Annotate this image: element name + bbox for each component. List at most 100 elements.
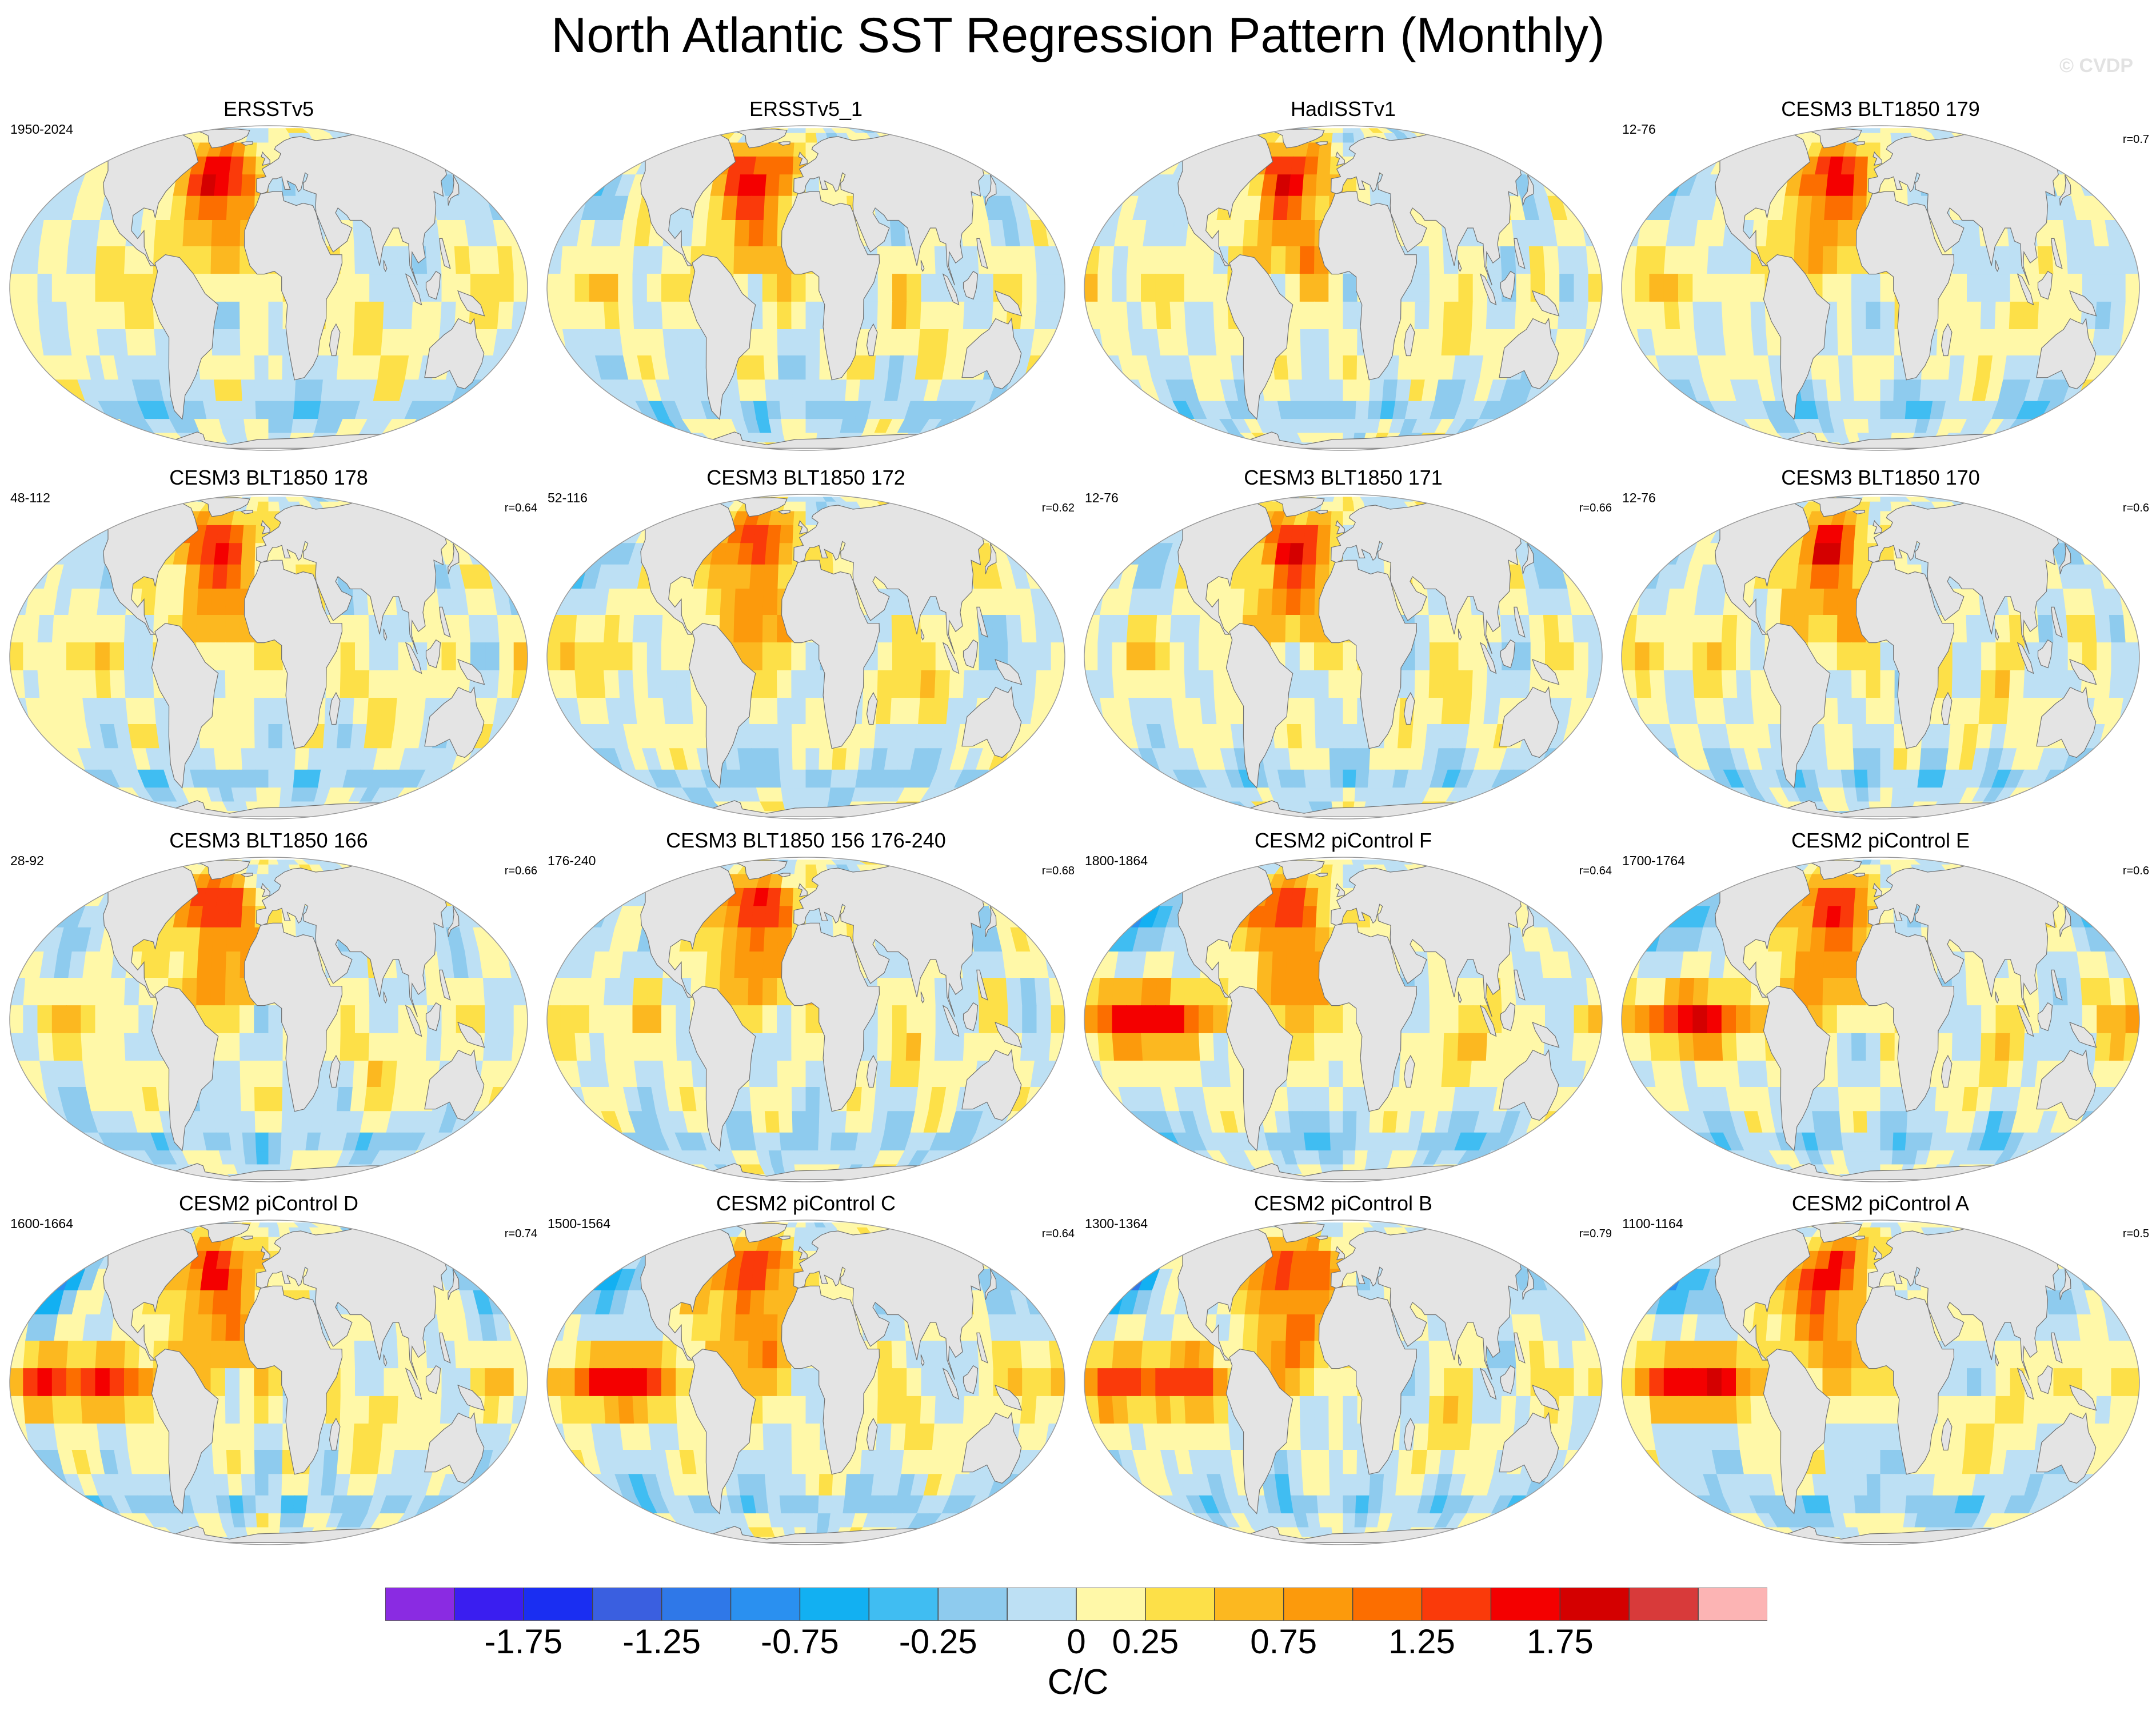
land-mass — [963, 270, 979, 300]
land-mass — [1852, 510, 1865, 514]
map-panel: CESM2 piControl D 1600-1664 r=0.74 — [0, 1192, 537, 1554]
land-mass — [243, 559, 343, 749]
land-mass — [1331, 1225, 1550, 1380]
land-mass — [1559, 745, 1584, 773]
panel-title: CESM3 BLT1850 178 — [169, 466, 368, 489]
land-mass — [1272, 129, 1325, 149]
land-mass — [1479, 642, 1497, 674]
colorbar-tick-label: -1.75 — [484, 1622, 563, 1661]
land-mass — [777, 1236, 790, 1240]
panel-correlation: r=0.68 — [1041, 865, 1075, 877]
panel-years: 12-76 — [1622, 122, 1656, 137]
land-mass — [1315, 873, 1328, 877]
map-panel: CESM2 piControl E 1700-1764 r=0.6 — [1612, 829, 2149, 1191]
sst-map — [1084, 857, 1603, 1182]
land-mass — [2036, 686, 2097, 758]
land-mass — [1318, 191, 1418, 381]
sst-map — [1084, 1220, 1603, 1545]
land-mass — [1995, 260, 1999, 273]
land-mass — [1272, 1223, 1325, 1243]
panel-title: CESM3 BLT1850 171 — [1244, 466, 1443, 489]
map-panel: CESM3 BLT1850 170 12-76 r=0.6 — [1612, 466, 2149, 828]
map-panel: CESM3 BLT1850 179 12-76 r=0.7 — [1612, 97, 2149, 459]
land-mass — [425, 270, 441, 300]
colorbar-tick-label: -0.25 — [899, 1622, 977, 1661]
land-mass — [151, 254, 219, 420]
land-mass — [2069, 658, 2097, 685]
colorbar-swatch — [1421, 1588, 1492, 1621]
land-mass — [383, 629, 388, 641]
panel-correlation: r=0.6 — [2122, 502, 2149, 514]
land-mass — [735, 1223, 788, 1243]
land-mass — [1403, 323, 1415, 357]
land-mass — [383, 260, 388, 273]
land-mass — [1225, 623, 1293, 789]
land-mass — [1559, 376, 1584, 404]
land-mass — [240, 1236, 253, 1240]
map-panel: CESM2 piControl B 1300-1364 r=0.79 — [1075, 1192, 1612, 1554]
map-panel: CESM3 BLT1850 171 12-76 r=0.66 — [1075, 466, 1612, 828]
land-mass — [1852, 873, 1865, 877]
land-mass — [2037, 270, 2053, 300]
land-mass — [961, 317, 1022, 390]
land-mass — [942, 1368, 960, 1400]
land-mass — [920, 260, 925, 273]
land-mass — [976, 1332, 988, 1364]
panel-title: CESM2 piControl D — [178, 1192, 359, 1215]
land-mass — [688, 254, 756, 420]
land-mass — [798, 883, 808, 898]
land-mass — [781, 922, 880, 1112]
land-mass — [2017, 642, 2034, 674]
land-mass — [1403, 691, 1415, 725]
map-panel: CESM3 BLT1850 166 28-92 r=0.66 — [0, 829, 537, 1191]
land-mass — [2051, 1332, 2063, 1364]
land-mass — [1872, 883, 1882, 898]
panel-years: 28-92 — [10, 853, 44, 868]
land-mass — [976, 969, 988, 1001]
land-mass — [781, 559, 880, 749]
land-mass — [198, 860, 250, 880]
land-mass — [439, 1332, 451, 1364]
land-mass — [976, 238, 988, 269]
colorbar-tick-label: -0.75 — [761, 1622, 839, 1661]
land-mass — [1868, 499, 2087, 654]
land-mass — [2017, 1368, 2034, 1400]
land-mass — [1146, 865, 1273, 998]
land-mass — [1318, 922, 1418, 1112]
panel-years: 12-76 — [1085, 490, 1119, 505]
land-mass — [485, 376, 509, 404]
land-mass — [1995, 1354, 1999, 1367]
land-mass — [1995, 992, 1999, 1004]
land-mass — [798, 520, 808, 535]
colorbar-tick-label: 1.25 — [1388, 1622, 1455, 1661]
panel-years: 1500-1564 — [548, 1216, 610, 1231]
land-mass — [457, 290, 485, 317]
colorbar-swatch — [661, 1588, 732, 1621]
sst-map — [9, 494, 528, 819]
sst-map — [546, 857, 1065, 1182]
land-mass — [995, 290, 1023, 317]
land-mass — [151, 986, 219, 1152]
panel-correlation: r=0.74 — [504, 1228, 537, 1240]
land-mass — [1335, 520, 1345, 535]
sst-map — [1621, 125, 2140, 451]
panel-years: 1300-1364 — [1085, 1216, 1148, 1231]
land-mass — [1763, 254, 1831, 420]
land-mass — [793, 131, 1012, 286]
colorbar-swatch — [1628, 1588, 1699, 1621]
panel-title: ERSSTv5 — [223, 97, 314, 121]
map-panel: CESM2 piControl A 1100-1164 r=0.5 — [1612, 1192, 2149, 1554]
land-mass — [1522, 1269, 1534, 1300]
land-mass — [1941, 1417, 1953, 1451]
panel-title: CESM2 piControl F — [1254, 829, 1432, 852]
land-mass — [329, 323, 341, 357]
land-mass — [243, 191, 343, 381]
colorbar-swatch — [1076, 1588, 1147, 1621]
land-mass — [405, 642, 422, 674]
land-mass — [1315, 510, 1328, 514]
colorbar-tick-label: 1.75 — [1526, 1622, 1594, 1661]
land-mass — [448, 174, 460, 206]
land-mass — [1852, 1236, 1865, 1240]
land-mass — [1500, 1365, 1516, 1394]
land-mass — [2059, 906, 2071, 937]
